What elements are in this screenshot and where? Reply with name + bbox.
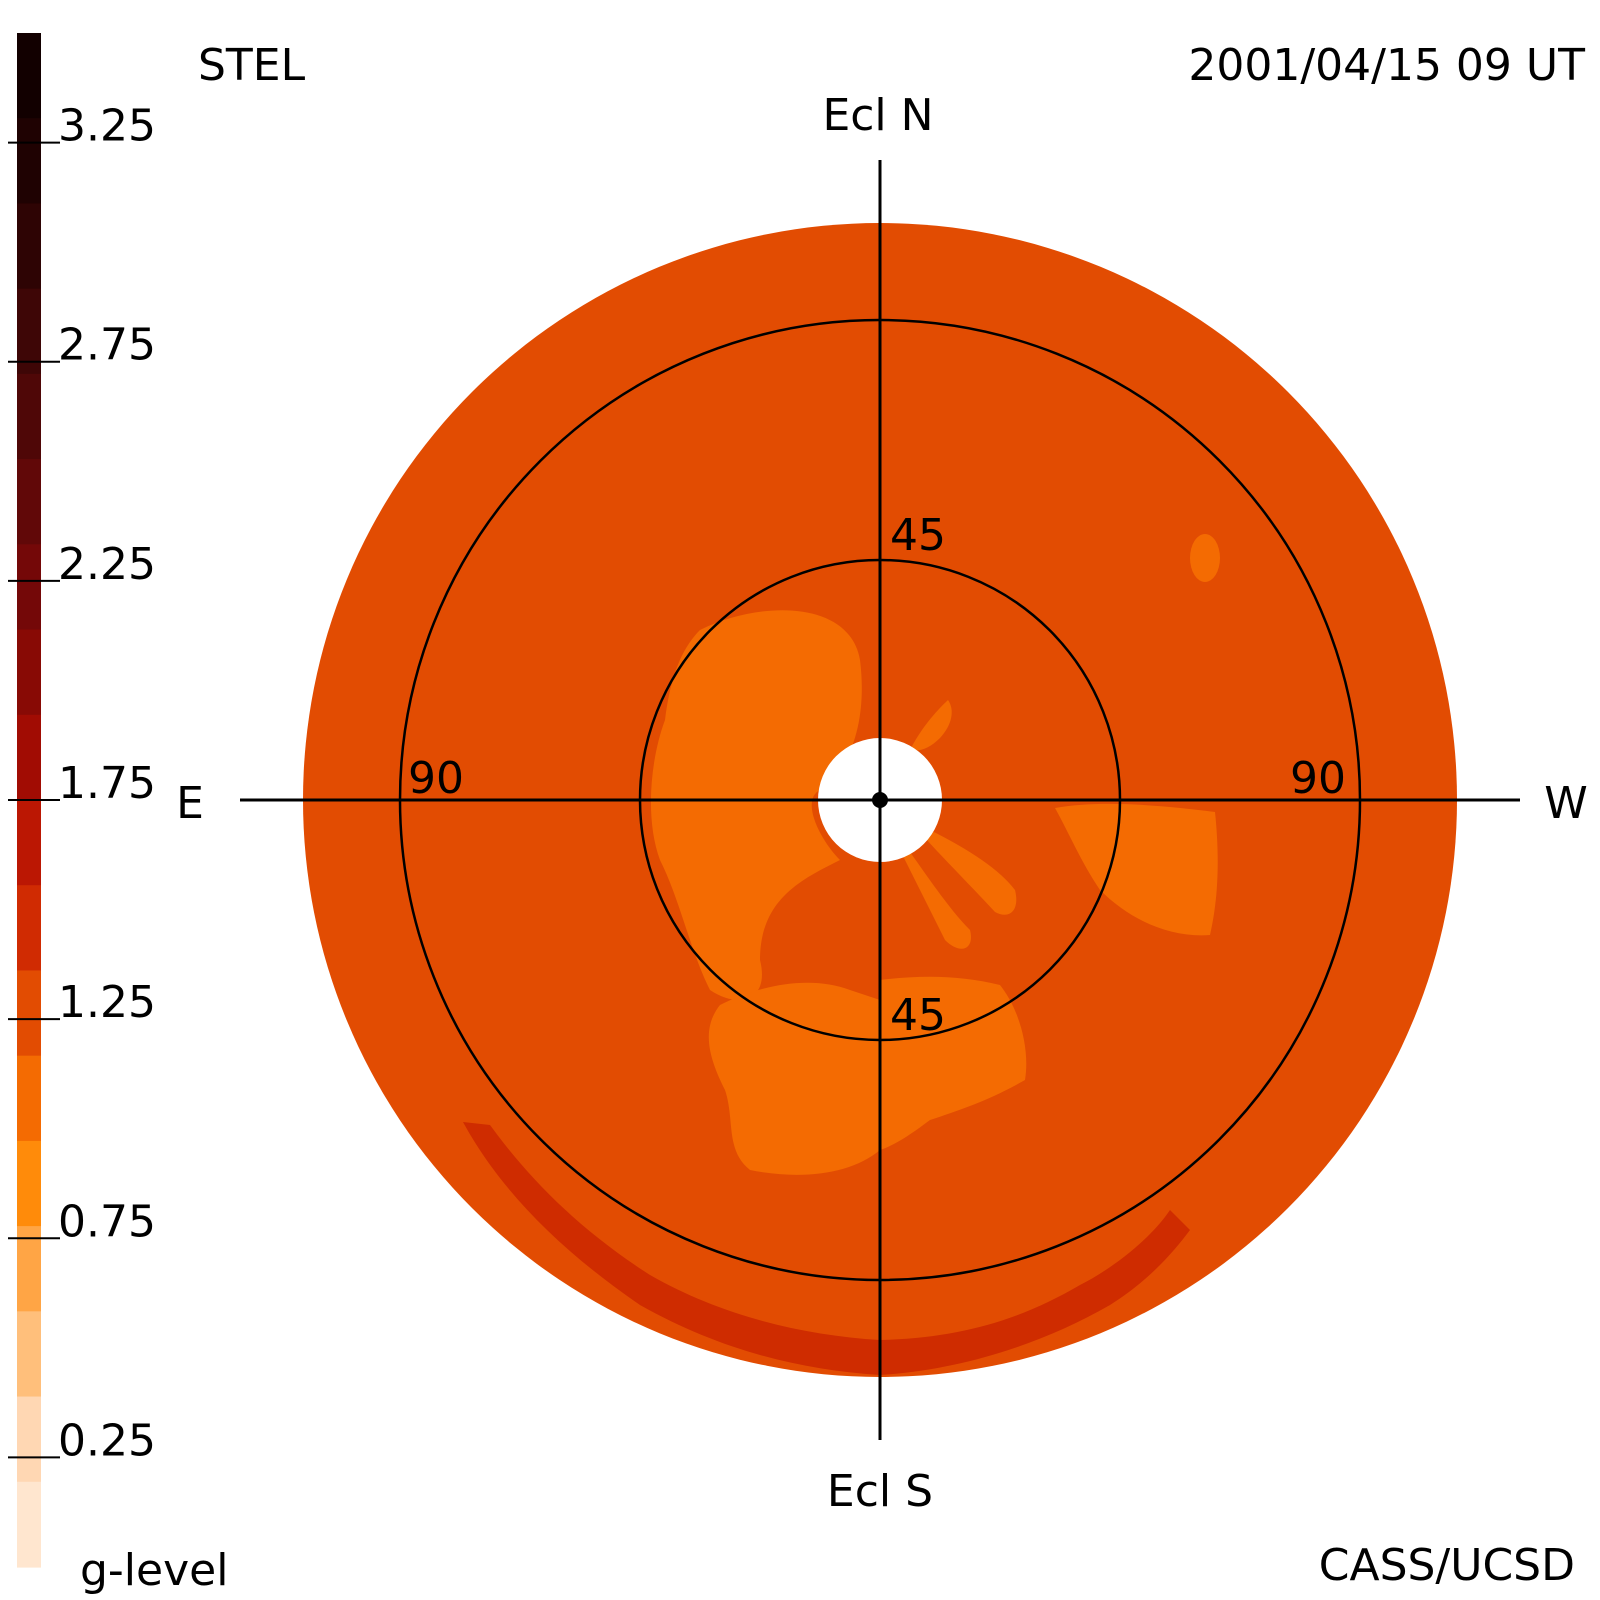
colorbar-segment bbox=[17, 33, 41, 119]
colorbar bbox=[17, 33, 41, 1568]
colorbar-segment bbox=[17, 544, 41, 631]
colorbar-segment bbox=[17, 459, 41, 545]
colorbar-title: g-level bbox=[80, 1545, 228, 1596]
ring-label-45-bottom: 45 bbox=[890, 990, 946, 1041]
ring-label-90-right: 90 bbox=[1290, 753, 1346, 804]
sun-center-dot bbox=[872, 792, 888, 808]
ring-label-90-left: 90 bbox=[408, 753, 464, 804]
colorbar-tick-label: 1.75 bbox=[58, 758, 156, 809]
dark-arc-southwest bbox=[463, 1122, 880, 1375]
light-streak-southwest bbox=[925, 830, 1017, 915]
colorbar-segment bbox=[17, 1481, 41, 1568]
colorbar-segment bbox=[17, 1311, 41, 1398]
instrument-label: STEL bbox=[198, 40, 306, 91]
colorbar-segment bbox=[17, 1140, 41, 1227]
colorbar-ticks: 3.25 2.75 2.25 1.75 1.25 0.75 0.25 bbox=[8, 101, 156, 1466]
south-label: Ecl S bbox=[827, 1466, 933, 1517]
datetime-label: 2001/04/15 09 UT bbox=[1188, 40, 1585, 91]
colorbar-tick-label: 3.25 bbox=[58, 101, 156, 152]
colorbar-tick-label: 2.75 bbox=[58, 320, 156, 371]
colorbar-segment bbox=[17, 1055, 41, 1142]
colorbar-tick-label: 0.25 bbox=[58, 1415, 156, 1466]
west-label: W bbox=[1544, 778, 1588, 829]
colorbar-segment bbox=[17, 629, 41, 716]
colorbar-tick-label: 1.25 bbox=[58, 977, 156, 1028]
east-label: E bbox=[176, 778, 204, 829]
credit-label: CASS/UCSD bbox=[1319, 1540, 1575, 1591]
light-lobe-south bbox=[708, 982, 880, 1175]
colorbar-segment bbox=[17, 714, 41, 801]
colorbar-segment bbox=[17, 288, 41, 375]
colorbar-segment bbox=[17, 1226, 41, 1312]
colorbar-segment bbox=[17, 118, 41, 205]
colorbar-tick-label: 0.75 bbox=[58, 1196, 156, 1247]
colorbar-segment bbox=[17, 800, 41, 886]
ring-label-45-top: 45 bbox=[890, 510, 946, 561]
colorbar-segment bbox=[17, 1396, 41, 1483]
colorbar-tick-label: 2.25 bbox=[58, 539, 156, 590]
light-streak-south bbox=[900, 845, 971, 949]
colorbar-segment bbox=[17, 885, 41, 972]
colorbar-segment bbox=[17, 203, 41, 290]
light-lobe-east bbox=[650, 610, 862, 1000]
light-lobe-south-east bbox=[880, 976, 1027, 1150]
colorbar-segment bbox=[17, 970, 41, 1057]
colorbar-segment bbox=[17, 373, 41, 460]
dark-arc-southeast bbox=[880, 1210, 1190, 1375]
light-spot-northwest bbox=[1190, 534, 1220, 582]
light-streak-northwest bbox=[910, 700, 952, 751]
north-label: Ecl N bbox=[822, 90, 933, 141]
light-lobe-west bbox=[1055, 803, 1218, 936]
